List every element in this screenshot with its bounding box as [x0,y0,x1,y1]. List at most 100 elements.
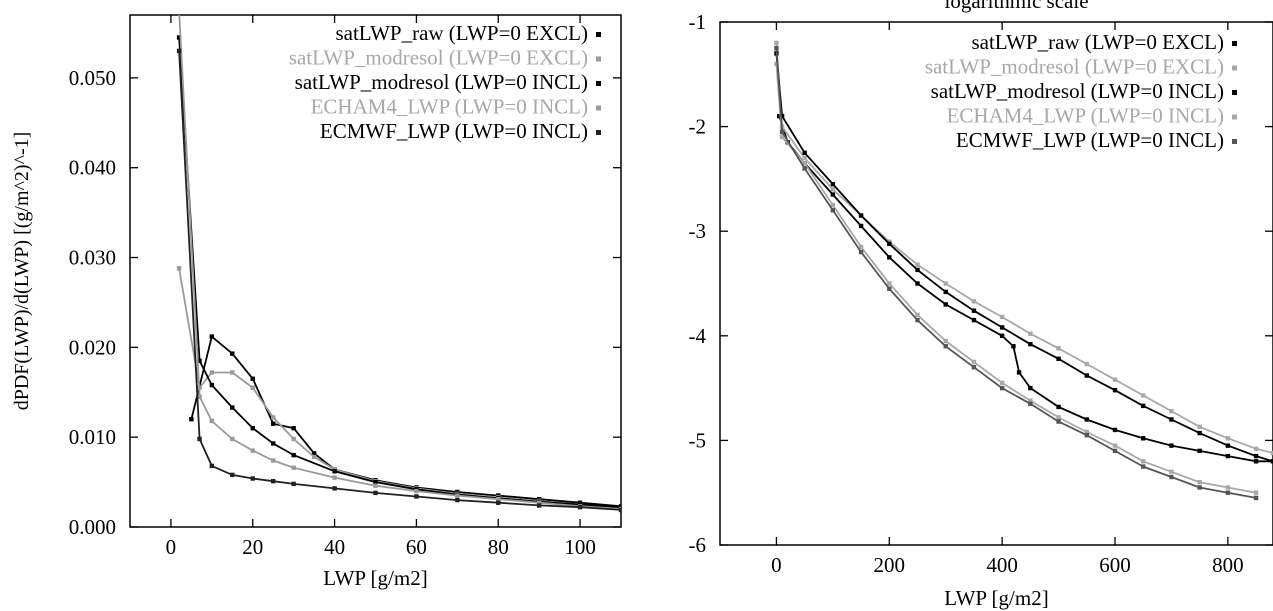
data-point [414,494,419,499]
y-tick-label: 0.000 [69,515,116,539]
x-tick-label: 60 [406,535,427,559]
series-5 [774,45,1259,501]
legend-label: satLWP_modresol (LWP=0 EXCL) [289,46,588,70]
data-point [1169,443,1174,448]
data-point [1056,415,1061,420]
data-point [271,421,276,426]
data-point [373,490,378,496]
data-point [1169,408,1174,414]
data-point [1225,443,1231,448]
series-line [190,334,621,508]
data-point [802,161,807,166]
data-point [779,129,785,135]
data-point [943,338,948,344]
legend-label: ECHAM4_LWP (LWP=0 INCL) [947,104,1224,128]
data-point [618,507,621,513]
data-point [1028,401,1033,406]
data-point [999,325,1005,330]
data-point [496,500,501,505]
series-1 [777,113,1273,464]
data-point [830,192,836,197]
data-point [971,308,977,313]
data-point [1225,453,1231,459]
series-line [778,115,1273,463]
data-point [1253,490,1259,495]
data-point [1225,485,1231,490]
data-point [250,425,255,431]
data-point [915,312,920,318]
data-point [943,281,948,286]
plot-area [176,15,621,513]
data-point [915,262,920,267]
y-tick-label: 0.030 [69,246,116,270]
legend-label: ECMWF_LWP (LWP=0 INCL) [956,128,1224,152]
data-point [1253,495,1259,501]
legend-label: ECHAM4_LWP (LWP=0 INCL) [311,95,588,119]
data-point [1141,436,1146,441]
data-point [1225,436,1231,441]
x-tick-label: 0 [771,553,782,577]
data-point [1141,393,1146,398]
legend: satLWP_raw (LWP=0 EXCL)satLWP_modresol (… [925,30,1237,152]
y-tick-label: 0.050 [69,66,116,90]
chart-1: 0 20 40 60 80 100 0.000 0.010 0.020 0.030 0.040 0.0… [11,14,622,590]
data-point [291,436,296,442]
data-point [1056,346,1061,351]
data-point [536,503,542,508]
data-point [332,486,337,491]
data-point [971,364,977,370]
data-point [887,255,892,260]
data-point [373,483,378,488]
data-point [915,281,920,286]
data-point [209,382,215,388]
legend-label: ECMWF_LWP (LWP=0 INCL) [320,119,588,143]
data-point [999,333,1005,338]
legend-label: satLWP_modresol (LWP=0 INCL) [931,79,1224,103]
x-tick-label: 800 [1212,553,1244,577]
y-tick-label: 0.010 [69,425,116,449]
data-point [271,415,276,420]
data-point [1253,459,1259,464]
data-point [1141,403,1146,409]
y-tick-label: 0.020 [69,335,116,359]
data-point [1112,443,1118,448]
data-point [858,213,864,218]
data-point [332,475,337,480]
data-point [858,223,864,229]
series-line [775,53,1273,463]
data-point [943,289,948,295]
data-point [414,488,419,494]
data-point [271,458,276,463]
y-axis-label: dPDF(LWP)/d(LWP) [(g/m^2)^-1] [11,132,33,411]
data-point [1056,356,1061,362]
data-point [230,472,235,478]
data-point [1028,398,1033,403]
x-tick-label: 20 [242,535,263,559]
data-point [1253,446,1259,451]
data-point [250,476,255,481]
data-point [1056,404,1061,410]
plot-frame [129,14,622,528]
data-point [858,244,864,250]
data-point [915,317,920,323]
legend-label: satLWP_raw (LWP=0 EXCL) [335,21,588,45]
data-point [1056,419,1061,424]
legend-marker [1232,41,1237,46]
y-tick-label: -1 [689,10,707,34]
series-line [775,42,1273,454]
data-point [311,451,317,456]
data-point [943,344,948,349]
data-point [1011,344,1016,349]
data-point [1084,373,1089,378]
data-point [197,358,202,364]
legend-marker [596,81,601,86]
data-point [230,370,235,375]
data-point [230,405,235,410]
data-point [830,202,836,208]
legend-marker [596,130,601,135]
data-point [1141,459,1146,464]
data-point [1197,424,1202,430]
data-point [802,155,807,161]
data-point [209,370,215,375]
plot-frame [719,21,1273,546]
